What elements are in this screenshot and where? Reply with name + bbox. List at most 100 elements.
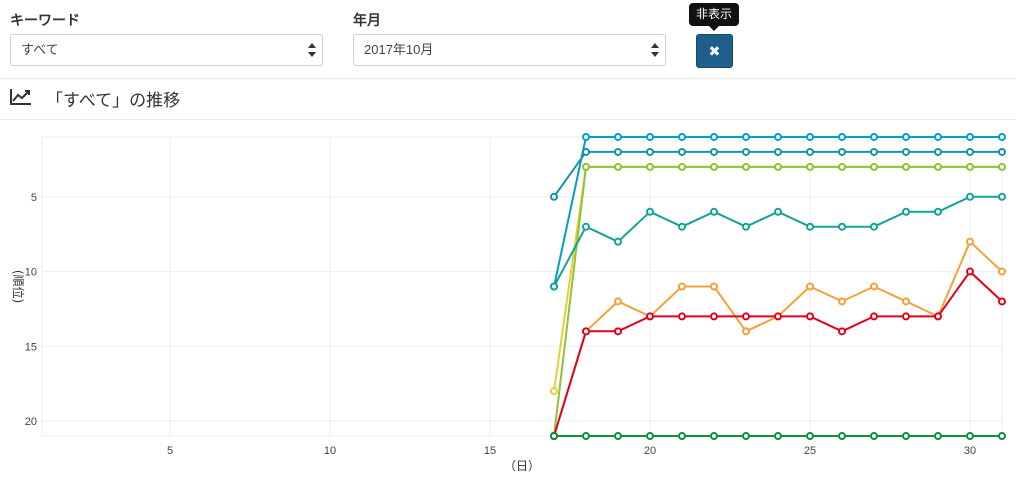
data-point <box>742 222 750 231</box>
panel-title: 「すべて」の推移 <box>46 91 181 110</box>
month-label: 年月 <box>353 12 381 28</box>
data-point <box>934 162 942 171</box>
data-point <box>902 297 910 306</box>
series-line-6 <box>553 240 1003 437</box>
data-point <box>582 327 590 336</box>
data-point <box>710 133 718 141</box>
data-point <box>902 432 910 440</box>
data-point <box>806 147 814 156</box>
data-point <box>774 207 782 216</box>
x-tick-label: 15 <box>484 445 496 457</box>
data-point <box>646 312 654 321</box>
data-point <box>870 282 878 291</box>
data-point <box>614 133 622 141</box>
series-line-7 <box>553 270 1003 437</box>
data-point <box>902 207 910 216</box>
data-point <box>838 222 846 231</box>
data-point <box>614 147 622 156</box>
data-point <box>838 133 846 141</box>
data-point <box>582 222 590 231</box>
hide-button[interactable]: ✖ <box>696 34 733 68</box>
data-point <box>838 147 846 156</box>
data-point <box>966 237 974 246</box>
keyword-label: キーワード <box>10 12 80 28</box>
data-point <box>806 162 814 171</box>
data-point <box>774 133 782 141</box>
data-point <box>550 282 558 291</box>
data-point <box>774 312 782 321</box>
data-point <box>870 147 878 156</box>
data-point <box>646 147 654 156</box>
data-point <box>966 192 974 201</box>
y-tick-label: 10 <box>25 267 37 279</box>
data-point <box>998 192 1006 201</box>
data-point <box>966 162 974 171</box>
data-point <box>710 207 718 216</box>
select-arrows-icon <box>308 43 316 57</box>
data-point <box>870 432 878 440</box>
data-point <box>998 297 1006 306</box>
times-icon: ✖ <box>708 43 721 59</box>
data-point <box>582 133 590 141</box>
data-point <box>710 432 718 440</box>
data-point <box>838 327 846 336</box>
rank-chart: 5 10 15 20 25 30 5 10 15 20 （日） (順位) <box>11 133 1006 473</box>
month-select[interactable]: 2017年10月 <box>353 34 666 66</box>
data-point <box>998 147 1006 156</box>
data-point <box>806 282 814 291</box>
data-point <box>614 297 622 306</box>
data-point <box>710 162 718 171</box>
data-point <box>934 133 942 141</box>
data-point <box>742 327 750 336</box>
data-point <box>998 133 1006 141</box>
data-point <box>678 282 686 291</box>
data-point <box>710 147 718 156</box>
data-point <box>710 282 718 291</box>
x-tick-label: 10 <box>324 445 336 457</box>
data-point <box>614 162 622 171</box>
divider <box>0 119 1016 120</box>
data-point <box>838 297 846 306</box>
select-arrows-icon <box>651 43 659 57</box>
data-point <box>742 162 750 171</box>
data-point <box>614 237 622 246</box>
plot-frame <box>41 136 1003 437</box>
data-point <box>646 432 654 440</box>
divider <box>0 78 1016 79</box>
data-point <box>614 432 622 440</box>
data-point <box>678 222 686 231</box>
data-point <box>646 207 654 216</box>
data-point <box>966 267 974 276</box>
data-point <box>774 432 782 440</box>
data-point <box>806 312 814 321</box>
data-point <box>582 432 590 440</box>
series-line-3 <box>553 165 1002 392</box>
data-point <box>870 133 878 141</box>
x-tick-label: 25 <box>804 445 816 457</box>
data-point <box>678 162 686 171</box>
data-point <box>966 147 974 156</box>
data-point <box>870 162 878 171</box>
data-point <box>742 147 750 156</box>
line-chart-icon <box>10 89 31 105</box>
series-line-2 <box>553 150 1002 198</box>
data-point <box>550 387 558 396</box>
data-point <box>678 432 686 440</box>
data-point <box>614 327 622 336</box>
data-point <box>742 312 750 321</box>
data-point <box>902 312 910 321</box>
y-tick-label: 20 <box>25 416 37 428</box>
data-point <box>742 432 750 440</box>
data-point <box>774 162 782 171</box>
data-point <box>678 147 686 156</box>
data-point <box>550 432 558 440</box>
data-point <box>806 133 814 141</box>
keyword-select[interactable]: すべて <box>10 34 323 66</box>
data-point <box>902 162 910 171</box>
y-axis-label: (順位) <box>11 270 26 303</box>
data-point <box>678 133 686 141</box>
data-point <box>934 147 942 156</box>
data-point <box>582 147 590 156</box>
data-point <box>806 222 814 231</box>
data-point <box>966 432 974 440</box>
